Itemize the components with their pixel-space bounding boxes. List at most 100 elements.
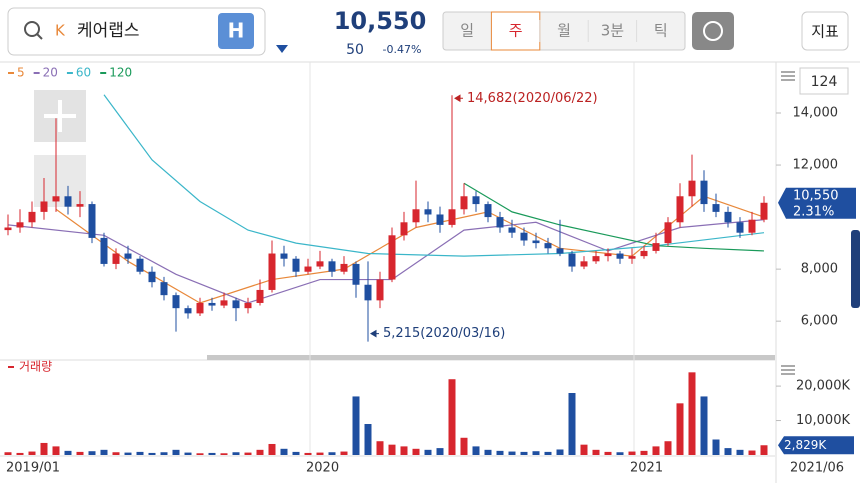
volume-bar — [460, 437, 468, 455]
volume-tag — [778, 436, 854, 455]
volume-bar — [64, 450, 72, 455]
search-icon — [24, 21, 40, 37]
volume-bar — [472, 446, 480, 455]
search-box[interactable] — [7, 7, 266, 56]
indicator-button[interactable] — [801, 11, 849, 51]
volume-bar — [520, 451, 528, 455]
volume-bar — [208, 452, 216, 455]
volume-bar — [136, 451, 144, 455]
side-handle[interactable] — [851, 230, 860, 308]
price-change: 50 — [346, 42, 364, 58]
volume-bar — [244, 452, 252, 455]
period-tab[interactable]: 주 — [509, 22, 523, 40]
volume-bar — [184, 452, 192, 455]
candle-body — [76, 204, 84, 207]
period-tab[interactable]: 월 — [557, 22, 571, 40]
volume-bar — [424, 449, 432, 455]
period-tab[interactable]: 틱 — [654, 22, 668, 40]
volume-bar — [292, 451, 300, 455]
volume-bar — [532, 451, 540, 455]
candle-body — [424, 209, 432, 215]
volume-bar — [724, 448, 732, 455]
candle-body — [28, 211, 36, 223]
volume-bar — [652, 446, 660, 455]
moving-average — [7, 219, 765, 304]
volume-bar — [556, 449, 564, 455]
volume-bar — [748, 450, 756, 455]
candle-body — [268, 253, 276, 290]
candle-body — [220, 300, 228, 306]
candle-body — [604, 253, 612, 257]
zoom-in-icon — [44, 100, 76, 132]
dropdown-arrow[interactable] — [276, 45, 288, 53]
candle-body — [244, 302, 252, 309]
period-box[interactable] — [799, 67, 849, 95]
legend-label: 60 — [76, 66, 91, 80]
volume-bar — [736, 449, 744, 455]
volume-bar — [400, 446, 408, 455]
active-tab — [490, 11, 541, 51]
candle-body — [640, 250, 648, 257]
candle-body — [760, 202, 768, 220]
market-button[interactable] — [218, 13, 254, 49]
candle-body — [64, 196, 72, 207]
stock-name: 케어랩스 — [77, 21, 140, 41]
candle-body — [412, 209, 420, 223]
volume-bar — [760, 445, 768, 455]
volume-bar — [640, 450, 648, 455]
candle-body — [160, 282, 168, 296]
volume-bar — [40, 442, 48, 455]
chart-tool-icon — [703, 21, 723, 41]
chart-tool-button[interactable] — [692, 12, 734, 50]
volume-bar — [676, 403, 684, 455]
candle-body — [184, 308, 192, 314]
volume-bar — [112, 452, 120, 455]
volume-bar — [280, 448, 288, 455]
candle-body — [520, 232, 528, 241]
volume-tag-label: 2,829K — [784, 438, 827, 452]
scrollbar[interactable] — [207, 355, 775, 360]
candle-body — [52, 196, 60, 202]
x-tick-label: 2019/01 — [6, 461, 60, 476]
volume-bar — [88, 451, 96, 455]
volume-bar — [172, 449, 180, 455]
candle-body — [136, 258, 144, 272]
volume-bar — [16, 452, 24, 455]
period-tab[interactable]: 일 — [460, 22, 474, 40]
candle-body — [652, 243, 660, 251]
volume-bar — [364, 424, 372, 455]
volume-bar — [604, 451, 612, 455]
candle-body — [328, 261, 336, 272]
period-tab[interactable]: 3분 — [601, 22, 625, 40]
volume-bar — [124, 452, 132, 455]
volume-bar — [412, 448, 420, 455]
volume-bar — [508, 451, 516, 455]
candle-body — [712, 204, 720, 212]
price-tag-change: 2.31% — [793, 204, 834, 219]
volume-bar — [268, 443, 276, 455]
volume-bar — [52, 446, 60, 455]
candle-body — [664, 222, 672, 244]
candle-body — [496, 217, 504, 228]
candle-body — [508, 227, 516, 233]
volume-bar — [316, 452, 324, 455]
candle-body — [280, 253, 288, 259]
volume-bar — [376, 441, 384, 455]
candle-body — [484, 204, 492, 218]
volume-bar — [76, 451, 84, 455]
candle-body — [688, 180, 696, 197]
candle-body — [16, 222, 24, 228]
volume-bar — [388, 444, 396, 455]
price-tag — [778, 187, 856, 219]
zoom-out-button[interactable] — [34, 155, 86, 207]
annotation-arrow — [454, 94, 463, 103]
legend-label: 20 — [43, 66, 58, 80]
volume-bar — [568, 393, 576, 455]
candle-body — [436, 214, 444, 225]
menu-icon[interactable] — [781, 365, 795, 375]
candle-body — [472, 196, 480, 205]
volume-bar — [628, 451, 636, 455]
menu-icon[interactable] — [781, 71, 795, 81]
volume-title: 거래량 — [19, 360, 52, 374]
volume-bar — [496, 450, 504, 455]
